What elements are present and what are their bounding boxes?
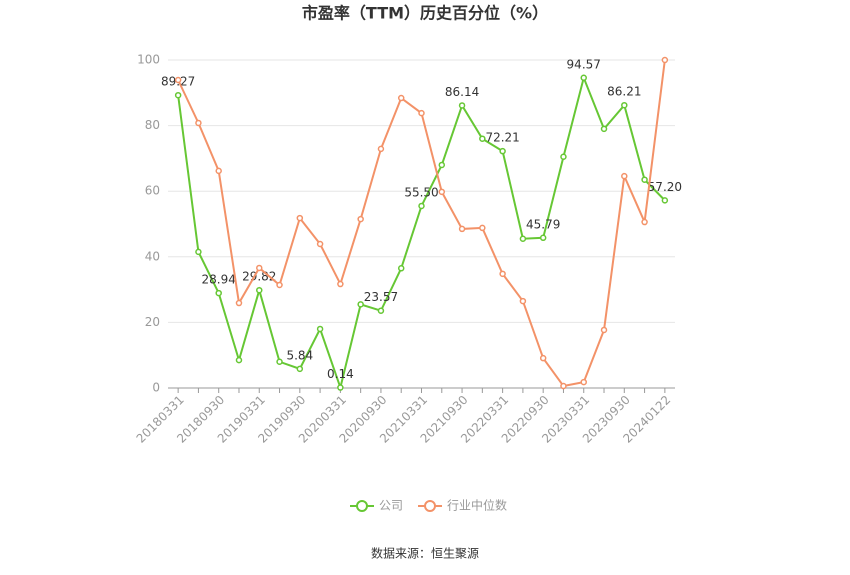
point	[174, 91, 182, 99]
data-label: 57.20	[648, 180, 682, 194]
point	[499, 270, 506, 278]
point	[458, 102, 466, 109]
point	[580, 378, 587, 386]
y-tick-label: 100	[137, 53, 160, 67]
point	[215, 289, 222, 297]
point	[560, 382, 567, 390]
point	[661, 197, 669, 204]
point	[337, 384, 344, 391]
data-label: 29.82	[242, 270, 276, 284]
legend-marker	[424, 500, 437, 512]
point	[195, 248, 202, 256]
point	[621, 172, 628, 180]
data-label: 5.84	[286, 348, 313, 362]
point	[357, 301, 364, 308]
point	[641, 218, 648, 226]
point	[256, 286, 263, 294]
legend-label: 行业中位数	[447, 498, 507, 513]
point	[235, 299, 243, 307]
point	[397, 265, 405, 272]
point	[418, 202, 425, 210]
point	[357, 215, 364, 223]
point	[458, 225, 466, 233]
data-label: 0.14	[327, 367, 354, 381]
legend-label: 公司	[379, 499, 403, 513]
point	[641, 176, 648, 183]
point	[519, 297, 527, 305]
y-tick-label: 40	[145, 249, 160, 263]
series-line	[177, 74, 666, 392]
point	[397, 94, 405, 102]
y-tick-label: 20	[145, 315, 160, 329]
data-label: 28.94	[202, 273, 236, 287]
data-label: 45.79	[526, 217, 560, 231]
data-label: 23.57	[364, 290, 398, 304]
legend-marker	[356, 500, 368, 512]
point	[377, 307, 385, 314]
point	[499, 147, 506, 155]
point	[539, 354, 547, 362]
point	[438, 188, 446, 196]
point	[296, 214, 304, 222]
point	[580, 74, 587, 82]
point	[296, 365, 304, 373]
point	[560, 153, 567, 161]
point	[438, 161, 446, 169]
y-tick-label: 60	[145, 184, 160, 198]
point	[256, 264, 263, 272]
point	[621, 101, 628, 109]
point	[600, 125, 608, 133]
point	[316, 325, 324, 333]
source: 数据来源：恒生聚源	[371, 546, 479, 561]
series-line	[177, 59, 666, 388]
chart-title: 市盈率（TTM）历史百分位（%）	[302, 4, 548, 23]
point	[235, 356, 243, 364]
point	[539, 234, 547, 242]
point	[195, 119, 202, 127]
point	[316, 240, 324, 248]
data-label: 86.21	[607, 85, 641, 99]
point	[479, 224, 486, 232]
point	[418, 109, 425, 117]
point	[337, 280, 344, 288]
point	[661, 56, 669, 64]
y-tick-label: 80	[145, 118, 160, 132]
point	[276, 281, 283, 289]
data-label: 86.14	[445, 85, 479, 99]
point	[276, 358, 283, 366]
point	[215, 167, 222, 175]
point	[479, 135, 486, 142]
y-tick-label: 0	[152, 381, 160, 395]
data-label: 94.57	[567, 57, 601, 71]
data-label: 72.21	[485, 131, 519, 145]
point	[600, 326, 608, 334]
data-label: 55.50	[404, 185, 438, 199]
point	[519, 235, 527, 243]
point	[377, 145, 385, 153]
point	[174, 76, 182, 84]
